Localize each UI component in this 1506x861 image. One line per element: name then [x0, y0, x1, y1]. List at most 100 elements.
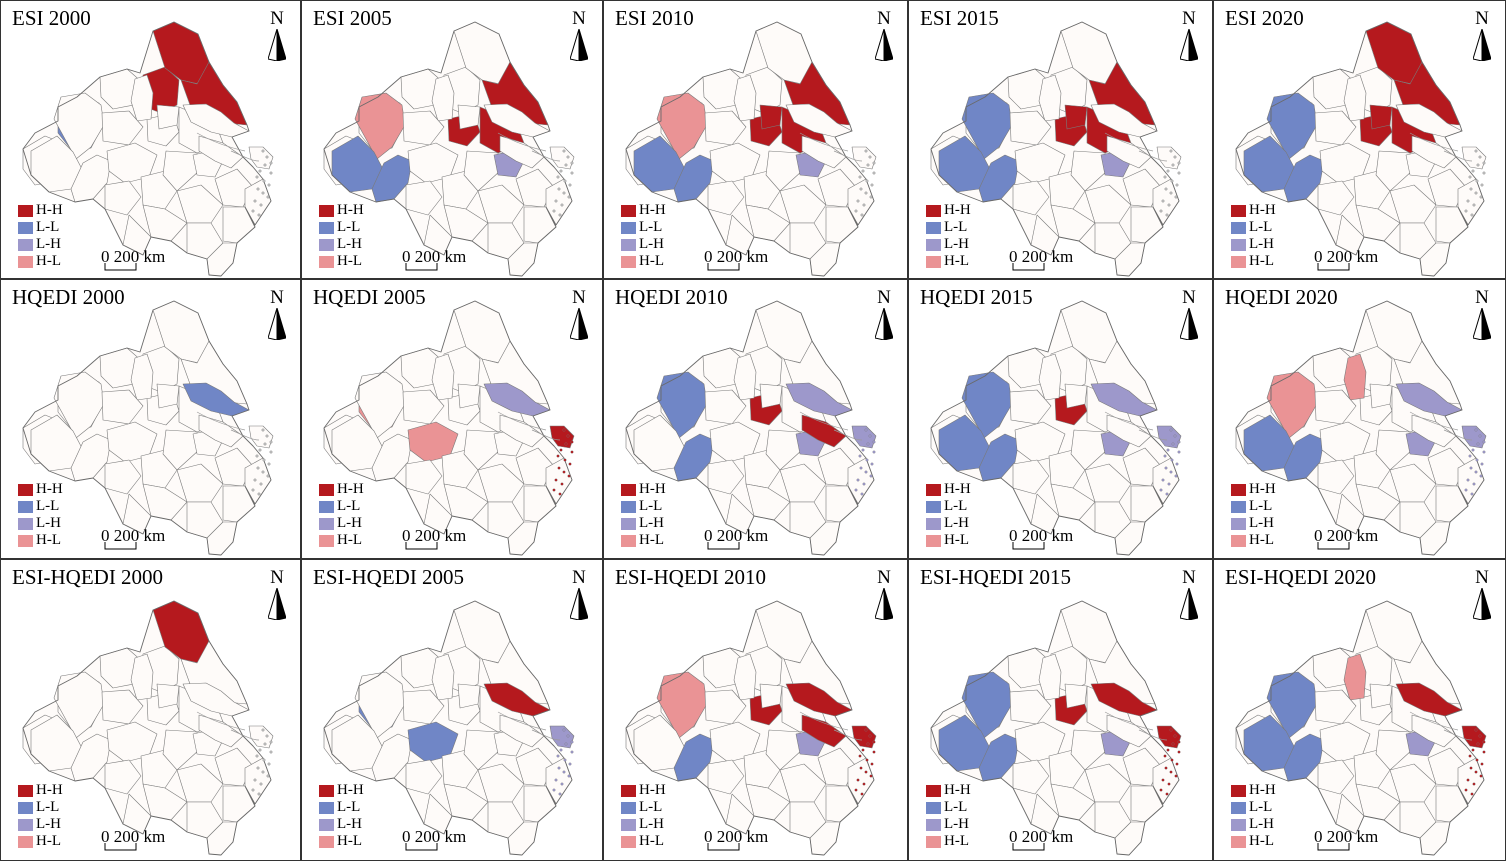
map-panel: HQEDI 2005 N H-H L-L L-H H-L 0 200 km	[301, 279, 603, 559]
map-panel: ESI 2020 N H-H L-L L-H H-L 0 200 km	[1213, 0, 1506, 279]
island	[269, 740, 273, 744]
north-arrow: N	[1176, 8, 1202, 61]
legend-label: L-H	[36, 515, 61, 531]
region-r21	[1106, 414, 1152, 448]
island	[1479, 474, 1483, 478]
region-r11	[457, 683, 481, 709]
island	[1163, 754, 1167, 758]
region-r13	[402, 389, 445, 425]
legend-label: L-H	[337, 236, 362, 252]
region-r19	[1375, 150, 1413, 192]
legend-swatch	[621, 500, 636, 513]
north-arrow-icon	[570, 29, 588, 61]
north-arrow-icon	[1473, 29, 1491, 61]
panel-title: HQEDI 2015	[920, 285, 1033, 309]
panel-title: ESI-HQEDI 2005	[313, 565, 465, 589]
island	[1472, 203, 1476, 207]
island	[1482, 161, 1486, 165]
legend-label: L-L	[639, 498, 663, 514]
island	[267, 462, 271, 466]
region-r19	[1375, 429, 1413, 471]
island	[856, 778, 860, 782]
panel-title: HQEDI 2010	[615, 285, 728, 309]
north-arrow: N	[264, 567, 290, 620]
outline-border	[323, 21, 573, 277]
island	[1474, 191, 1478, 195]
region-r15	[371, 733, 413, 782]
region-r13	[101, 389, 144, 425]
island	[570, 750, 574, 754]
legend-swatch	[926, 483, 941, 496]
region-r30	[549, 725, 575, 749]
legend: H-H L-L L-H H-L	[18, 202, 63, 270]
legend-swatch	[319, 818, 334, 831]
legend-label: L-L	[36, 799, 60, 815]
choropleth-map	[930, 300, 1182, 556]
island	[1478, 734, 1482, 738]
legend-swatch	[18, 255, 33, 268]
legend-label: H-H	[36, 481, 63, 497]
map-panel: ESI-HQEDI 2020 N H-H L-L L-H H-L 0 200 km	[1213, 559, 1506, 861]
region-r9	[1266, 371, 1318, 439]
region-r11	[156, 383, 180, 409]
region-r10	[130, 74, 154, 122]
island	[1470, 492, 1474, 496]
island	[566, 434, 570, 438]
region-r21	[198, 414, 244, 448]
island	[1170, 758, 1174, 762]
island	[1482, 440, 1486, 444]
legend-label: L-H	[337, 816, 362, 832]
legend-item: L-L	[926, 498, 971, 515]
north-label: N	[1475, 567, 1489, 588]
legend-swatch	[926, 500, 941, 513]
legend-label: H-H	[1249, 481, 1276, 497]
north-arrow-icon	[268, 29, 286, 61]
panel-title: ESI-HQEDI 2015	[920, 565, 1072, 589]
legend-label: H-L	[1249, 253, 1274, 269]
panel-title: HQEDI 2020	[1225, 285, 1338, 309]
legend-label: L-L	[337, 498, 361, 514]
legend-label: L-L	[36, 219, 60, 235]
island	[259, 482, 263, 486]
scale-zero: 0	[1314, 526, 1323, 545]
island	[860, 792, 864, 796]
island	[261, 770, 265, 774]
region-r17	[1012, 180, 1050, 216]
region-r9	[354, 371, 406, 439]
island	[1159, 209, 1163, 213]
legend-label: L-L	[337, 799, 361, 815]
region-r10	[733, 653, 757, 701]
legend-swatch	[18, 204, 33, 217]
island	[865, 179, 869, 183]
region-r30	[549, 146, 575, 170]
north-arrow: N	[871, 567, 897, 620]
island	[263, 742, 267, 746]
legend-item: L-L	[319, 498, 364, 515]
region-r11	[759, 683, 783, 709]
north-arrow: N	[1469, 287, 1495, 340]
scale-bar: 0 200 km	[1009, 526, 1091, 552]
island	[870, 183, 874, 187]
island	[256, 187, 260, 191]
island	[559, 748, 563, 752]
island	[1464, 488, 1468, 492]
island	[1466, 199, 1470, 203]
region-r15	[978, 433, 1020, 482]
scale-distance: 200 km	[716, 827, 769, 846]
island	[1173, 734, 1177, 738]
island	[1164, 766, 1168, 770]
island	[869, 195, 873, 199]
region-r24	[1050, 483, 1096, 521]
island	[253, 199, 257, 203]
island	[872, 161, 876, 165]
region-r10	[1038, 74, 1062, 122]
region-r19	[162, 729, 200, 771]
estuary-line	[1409, 132, 1473, 162]
region-r24	[1050, 783, 1096, 821]
island	[865, 458, 869, 462]
region-r24	[142, 783, 188, 821]
island	[1177, 161, 1181, 165]
island	[1173, 155, 1177, 159]
legend-swatch	[621, 835, 636, 848]
island	[256, 766, 260, 770]
